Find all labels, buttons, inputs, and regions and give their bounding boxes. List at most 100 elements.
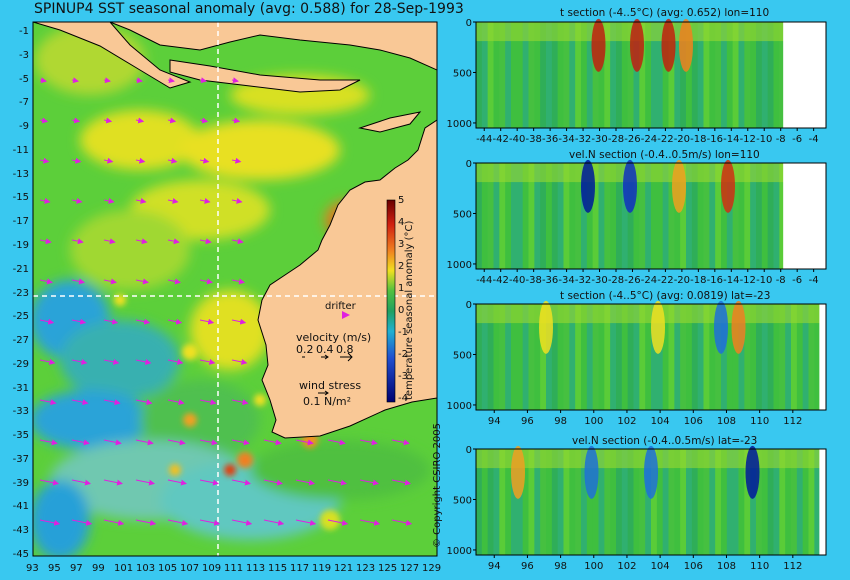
wind-arrow xyxy=(167,399,185,406)
section-field-column xyxy=(511,449,518,555)
colorbar-tick: 5 xyxy=(398,195,405,206)
x-tick-label: 98 xyxy=(554,561,567,572)
timor-land xyxy=(358,111,422,133)
wind-arrow xyxy=(263,479,283,486)
section-field-column xyxy=(499,163,506,269)
wind-arrow xyxy=(199,318,215,325)
wind-arrow xyxy=(231,77,239,84)
section-field-column xyxy=(528,163,535,269)
wind-arrow xyxy=(71,77,79,84)
wind-arrow xyxy=(71,117,81,124)
map-lat-tick: -15 xyxy=(12,192,29,204)
map-lat-tick: -7 xyxy=(19,97,29,109)
wind-arrow xyxy=(103,157,114,164)
wind-arrow xyxy=(231,278,245,285)
wind-arrow xyxy=(103,479,123,486)
colorbar-tick: 2 xyxy=(398,261,405,272)
map-lon-tick: 111 xyxy=(224,563,244,574)
section-field-column xyxy=(551,449,559,555)
section-field-column xyxy=(814,304,821,410)
x-tick-label: -18 xyxy=(690,275,706,286)
section-panel-title: t section (-4..5°C) (avg: 0.652) lon=110 xyxy=(560,7,770,19)
borneo-land xyxy=(109,22,437,71)
section-field-column xyxy=(680,163,687,269)
x-tick-label: 108 xyxy=(717,561,736,572)
x-tick-label: 94 xyxy=(488,416,501,427)
wind-arrow xyxy=(103,278,117,285)
map-lat-tick: -11 xyxy=(12,144,29,156)
map-lat-tick: -1 xyxy=(19,26,29,37)
section-field-column xyxy=(686,449,693,555)
section-field-column xyxy=(563,163,570,269)
wind-arrow xyxy=(167,238,180,245)
section-field-column xyxy=(773,449,780,555)
map-lon-tick: 105 xyxy=(158,563,178,574)
section-field-column xyxy=(680,22,687,128)
section-field-column xyxy=(516,304,524,410)
wind-arrow xyxy=(295,479,315,486)
section-field-column xyxy=(546,449,553,555)
section-field-column xyxy=(715,22,722,128)
section-field-column xyxy=(610,163,617,269)
section-field-column xyxy=(761,304,769,410)
section-field-column xyxy=(651,22,658,128)
x-tick-label: -34 xyxy=(558,275,574,286)
section-field-column xyxy=(738,22,745,128)
wind-arrow xyxy=(71,278,85,285)
wind-arrow xyxy=(199,278,213,285)
section-field-column xyxy=(516,163,524,269)
wind-arrow xyxy=(167,117,177,124)
section-field-column xyxy=(551,304,559,410)
map-lat-tick: -19 xyxy=(12,239,29,251)
section-field-column xyxy=(511,163,518,269)
wind-arrow xyxy=(135,238,148,245)
sumatra-land xyxy=(33,22,192,89)
section-field-column xyxy=(493,22,500,128)
section-field-column xyxy=(633,304,640,410)
map-lat-tick: -45 xyxy=(12,549,29,560)
section-field-column xyxy=(750,163,757,269)
x-tick-label: -12 xyxy=(740,134,756,145)
x-tick-label: -38 xyxy=(525,275,541,286)
section-field-column xyxy=(674,163,681,269)
map-lat-tick: -29 xyxy=(12,358,29,370)
section-field-column xyxy=(546,22,553,128)
section-field-column xyxy=(540,163,547,269)
wind-arrow xyxy=(135,157,146,164)
section-field-column xyxy=(703,449,710,555)
section-anomaly xyxy=(721,159,735,213)
section-field-column xyxy=(656,449,664,555)
section-field-column xyxy=(487,163,494,269)
section-field-column xyxy=(767,163,774,269)
map-lon-tick: 121 xyxy=(334,563,354,574)
x-tick-label: 96 xyxy=(521,561,534,572)
wind-arrow xyxy=(103,358,120,365)
map-lon-tick: 95 xyxy=(48,563,61,574)
section-field-column xyxy=(767,304,774,410)
section-field-column xyxy=(481,304,489,410)
wind-arrow xyxy=(199,358,216,365)
section-panel-title: t section (-4..5°C) (avg: 0.0819) lat=-2… xyxy=(560,290,771,302)
section-field-column xyxy=(721,449,728,555)
section-field-column xyxy=(744,163,751,269)
x-tick-label: -42 xyxy=(493,275,509,286)
section-field-column xyxy=(732,449,739,555)
section-field-column xyxy=(569,449,576,555)
section-field-column xyxy=(785,304,792,410)
x-tick-label: -40 xyxy=(509,134,525,145)
x-tick-label: -10 xyxy=(756,134,772,145)
x-tick-label: -6 xyxy=(792,134,802,145)
section-field-column xyxy=(686,22,693,128)
wind-arrow xyxy=(391,439,410,446)
section-field-column xyxy=(516,22,524,128)
x-tick-label: -14 xyxy=(723,275,739,286)
x-tick-label: -38 xyxy=(525,134,541,145)
y-tick-label: 0 xyxy=(466,18,472,29)
x-tick-label: -4 xyxy=(809,134,819,145)
section-field-column xyxy=(557,449,564,555)
section-field-column xyxy=(662,163,669,269)
section-field-column xyxy=(791,449,798,555)
section-field-column xyxy=(522,449,529,555)
section-field-column xyxy=(750,449,757,555)
no-data-region xyxy=(819,449,826,555)
